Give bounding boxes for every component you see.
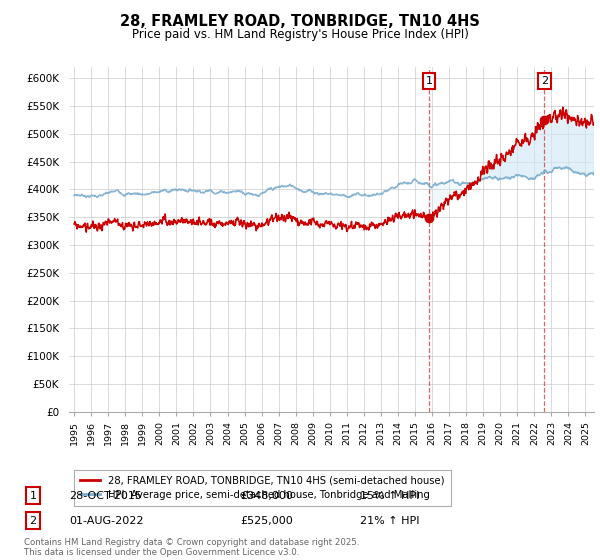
Text: 28-OCT-2015: 28-OCT-2015 (69, 491, 142, 501)
Text: £348,000: £348,000 (240, 491, 293, 501)
Text: 21% ↑ HPI: 21% ↑ HPI (360, 516, 419, 526)
Text: 1: 1 (29, 491, 37, 501)
Legend: 28, FRAMLEY ROAD, TONBRIDGE, TN10 4HS (semi-detached house), HPI: Average price,: 28, FRAMLEY ROAD, TONBRIDGE, TN10 4HS (s… (74, 470, 451, 506)
Text: 01-AUG-2022: 01-AUG-2022 (69, 516, 143, 526)
Text: 1: 1 (425, 76, 433, 86)
Text: 15% ↑ HPI: 15% ↑ HPI (360, 491, 419, 501)
Text: £525,000: £525,000 (240, 516, 293, 526)
Text: Price paid vs. HM Land Registry's House Price Index (HPI): Price paid vs. HM Land Registry's House … (131, 28, 469, 41)
Text: 2: 2 (29, 516, 37, 526)
Text: 28, FRAMLEY ROAD, TONBRIDGE, TN10 4HS: 28, FRAMLEY ROAD, TONBRIDGE, TN10 4HS (120, 14, 480, 29)
Text: 2: 2 (541, 76, 548, 86)
Text: Contains HM Land Registry data © Crown copyright and database right 2025.
This d: Contains HM Land Registry data © Crown c… (24, 538, 359, 557)
